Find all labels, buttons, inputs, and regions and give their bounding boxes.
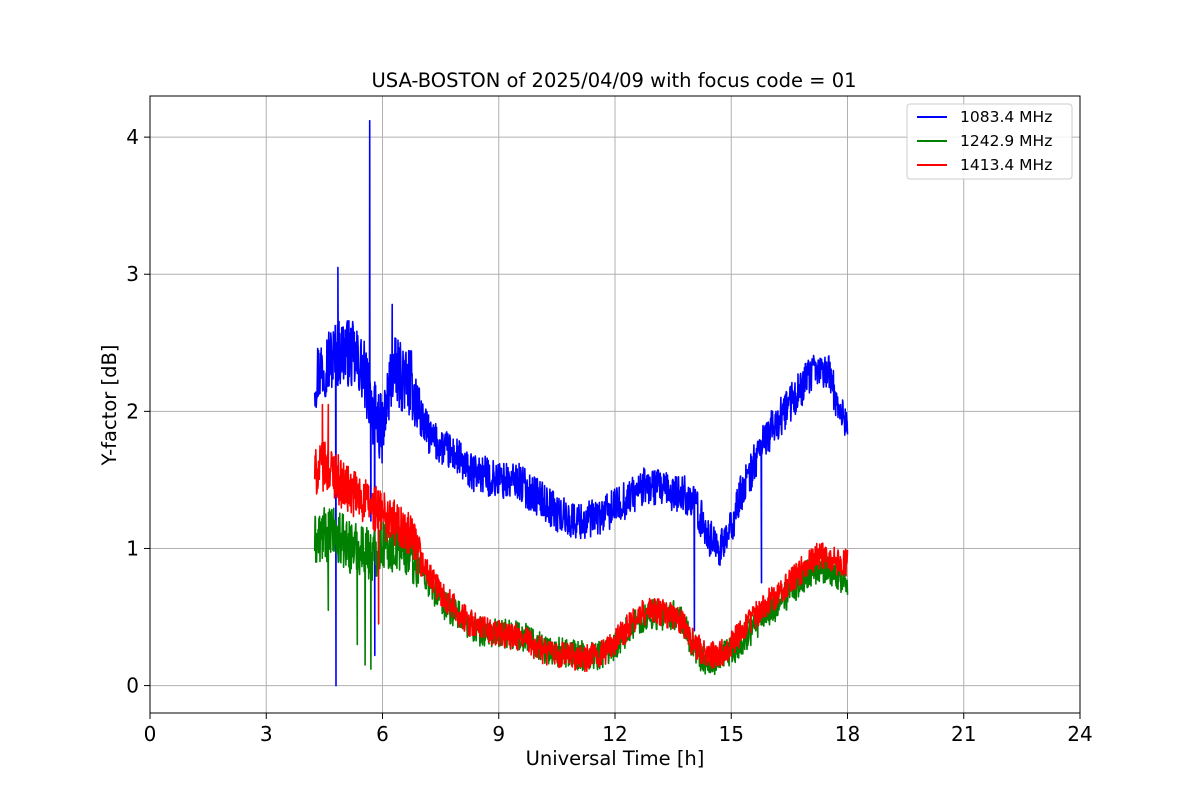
legend: 1083.4 MHz 1242.9 MHz 1413.4 MHz	[906, 103, 1073, 180]
series-line	[313, 119, 849, 687]
y-tick-label: 0	[126, 674, 139, 698]
x-tick-label: 12	[602, 722, 627, 746]
x-tick-label: 0	[144, 722, 157, 746]
series-line	[313, 403, 849, 673]
x-axis-label: Universal Time [h]	[526, 747, 705, 770]
x-tick-label: 24	[1067, 722, 1092, 746]
series-lines	[313, 119, 849, 687]
x-tick-label: 18	[835, 722, 860, 746]
x-tick-label: 6	[376, 722, 389, 746]
x-tick-label: 21	[951, 722, 976, 746]
x-tick-label: 15	[719, 722, 744, 746]
y-tick-label: 3	[126, 262, 139, 286]
legend-label: 1242.9 MHz	[960, 132, 1052, 150]
chart-title: USA-BOSTON of 2025/04/09 with focus code…	[371, 69, 856, 92]
y-tick-label: 2	[126, 399, 139, 423]
y-tick-label: 4	[126, 125, 139, 149]
y-axis-label: Y-factor [dB]	[98, 345, 121, 467]
legend-label: 1083.4 MHz	[960, 108, 1052, 126]
x-tick-label: 3	[260, 722, 273, 746]
y-tick-label: 1	[126, 536, 139, 560]
gridlines	[149, 96, 1081, 713]
legend-box	[906, 103, 1073, 180]
x-tick-label: 9	[492, 722, 505, 746]
legend-label: 1413.4 MHz	[960, 156, 1052, 174]
